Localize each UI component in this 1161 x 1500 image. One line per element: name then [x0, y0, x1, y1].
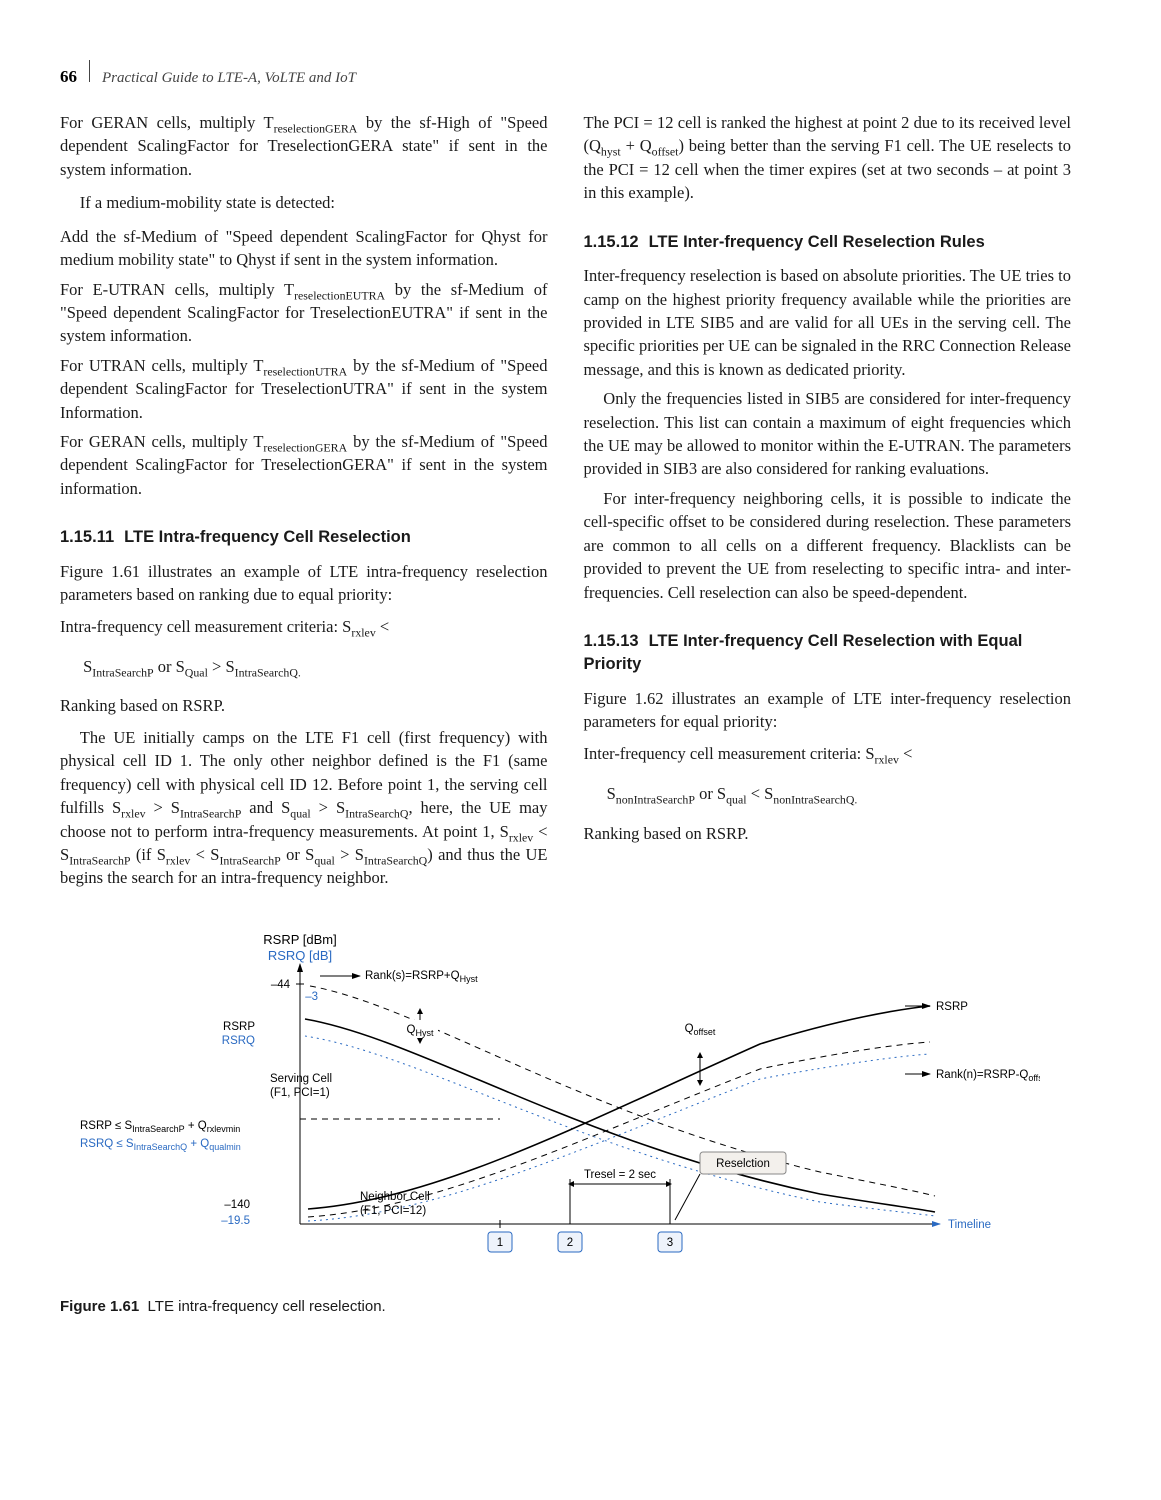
inter-ranking: Ranking based on RSRP. — [584, 822, 1072, 845]
two-column-layout: For GERAN cells, multiply TreselectionGE… — [60, 111, 1071, 896]
svg-text:Tresel = 2 sec: Tresel = 2 sec — [584, 1169, 656, 1181]
heading-1-15-13: 1.15.13LTE Inter-frequency Cell Reselect… — [584, 630, 1072, 677]
para-pci12: The PCI = 12 cell is ranked the highest … — [584, 111, 1072, 205]
svg-text:3: 3 — [667, 1237, 673, 1249]
column-left: For GERAN cells, multiply TreselectionGE… — [60, 111, 548, 896]
svg-text:–44: –44 — [271, 979, 291, 991]
svg-text:RSRP: RSRP — [223, 1021, 255, 1033]
svg-text:2: 2 — [567, 1237, 573, 1249]
para-11513-a: Figure 1.62 illustrates an example of LT… — [584, 687, 1072, 734]
svg-text:Timeline: Timeline — [948, 1219, 991, 1231]
column-right: The PCI = 12 cell is ranked the highest … — [584, 111, 1072, 896]
svg-text:1: 1 — [497, 1237, 503, 1249]
svg-text:Neighbor Cell: Neighbor Cell — [360, 1191, 430, 1203]
svg-text:RSRP ≤ SIntraSearchP + Qrxlevm: RSRP ≤ SIntraSearchP + Qrxlevmin — [80, 1120, 240, 1134]
svg-text:(F1, PCI=1): (F1, PCI=1) — [270, 1087, 330, 1099]
svg-text:Reselction: Reselction — [716, 1158, 770, 1170]
running-head: 66 Practical Guide to LTE-A, VoLTE and I… — [60, 60, 1071, 87]
page-number: 66 — [60, 67, 77, 87]
page: 66 Practical Guide to LTE-A, VoLTE and I… — [0, 0, 1161, 1500]
running-title: Practical Guide to LTE-A, VoLTE and IoT — [102, 70, 356, 87]
svg-text:RSRP [dBm]: RSRP [dBm] — [263, 932, 336, 947]
para-11511-a: Figure 1.61 illustrates an example of LT… — [60, 560, 548, 607]
figure-caption-number: Figure 1.61 — [60, 1298, 139, 1315]
para-medium-detect: If a medium-mobility state is detected: — [60, 191, 548, 214]
runhead-divider — [89, 60, 90, 82]
svg-text:RSRQ ≤ SIntraSearchQ + Qqualmi: RSRQ ≤ SIntraSearchQ + Qqualmin — [80, 1138, 241, 1152]
figure-caption: Figure 1.61 LTE intra-frequency cell res… — [60, 1298, 1071, 1315]
svg-text:Rank(s)=RSRP+QHyst: Rank(s)=RSRP+QHyst — [365, 970, 478, 984]
para-add-medium: Add the sf-Medium of "Speed dependent Sc… — [60, 225, 548, 272]
inter-criteria-line2: SnonIntraSearchP or Squal < SnonIntraSea… — [584, 782, 1072, 805]
svg-text:–3: –3 — [305, 991, 318, 1003]
heading-1-15-11: 1.15.11LTE Intra-frequency Cell Reselect… — [60, 526, 548, 549]
svg-text:RSRQ: RSRQ — [222, 1035, 255, 1047]
svg-text:–19.5: –19.5 — [221, 1215, 250, 1227]
svg-text:(F1, PCI=12): (F1, PCI=12) — [360, 1205, 426, 1217]
para-geran-medium: For GERAN cells, multiply TreselectionGE… — [60, 430, 548, 500]
para-geran-high: For GERAN cells, multiply TreselectionGE… — [60, 111, 548, 181]
para-11512-a: Inter-frequency reselection is based on … — [584, 264, 1072, 381]
para-11511-b: The UE initially camps on the LTE F1 cel… — [60, 726, 548, 890]
svg-text:Serving Cell: Serving Cell — [270, 1073, 332, 1085]
intra-ranking: Ranking based on RSRP. — [60, 694, 548, 717]
para-11512-c: For inter-frequency neighboring cells, i… — [584, 487, 1072, 604]
intra-criteria-line2: SIntraSearchP or SQual > SIntraSearchQ. — [60, 655, 548, 678]
svg-text:RSRP: RSRP — [936, 1001, 968, 1013]
figure-caption-text: LTE intra-frequency cell reselection. — [148, 1298, 386, 1315]
intra-criteria-line1: Intra-frequency cell measurement criteri… — [60, 615, 548, 638]
para-utran-medium: For UTRAN cells, multiply TreselectionUT… — [60, 354, 548, 424]
svg-text:Rank(n)=RSRP-Qoffset: Rank(n)=RSRP-Qoffset — [936, 1069, 1040, 1083]
figure-1-61: RSRP [dBm] RSRQ [dB] –44 –3 –140 –19.5 R… — [60, 924, 1071, 1315]
heading-1-15-12: 1.15.12LTE Inter-frequency Cell Reselect… — [584, 231, 1072, 254]
para-11512-b: Only the frequencies listed in SIB5 are … — [584, 387, 1072, 481]
figure-svg: RSRP [dBm] RSRQ [dB] –44 –3 –140 –19.5 R… — [60, 924, 1040, 1284]
svg-text:RSRQ [dB]: RSRQ [dB] — [268, 948, 332, 963]
inter-criteria-line1: Inter-frequency cell measurement criteri… — [584, 742, 1072, 765]
svg-text:–140: –140 — [224, 1199, 250, 1211]
para-eutran-medium: For E-UTRAN cells, multiply Treselection… — [60, 278, 548, 348]
